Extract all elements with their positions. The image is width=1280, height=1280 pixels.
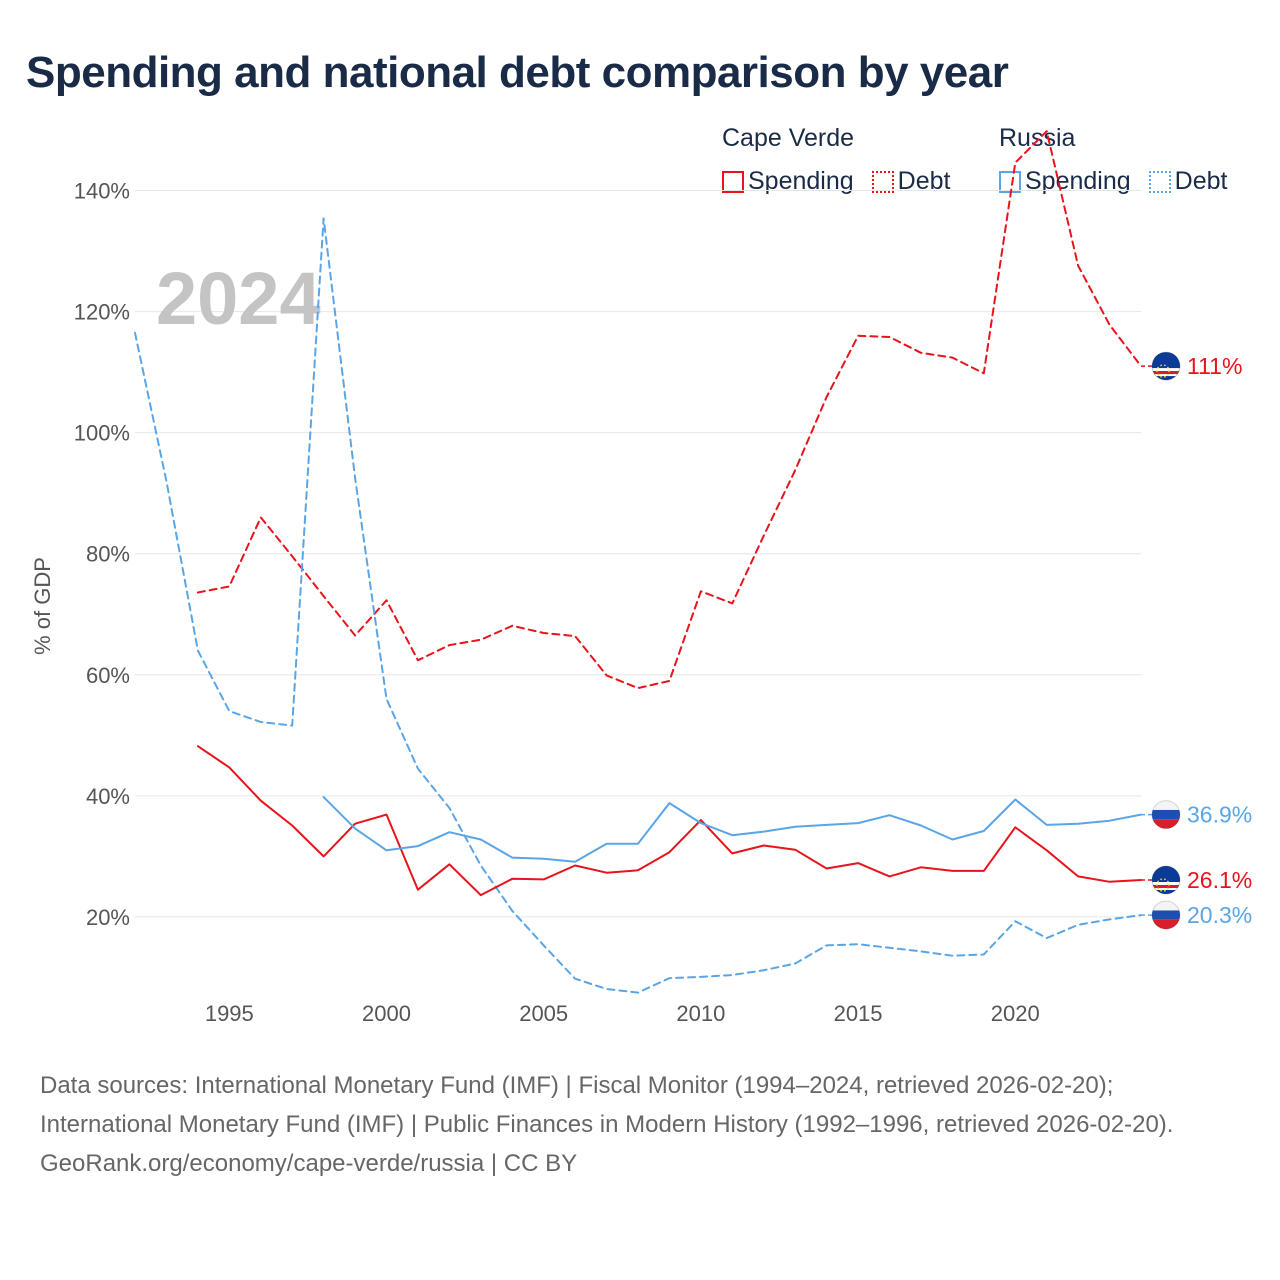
dotted-swatch-icon bbox=[871, 170, 894, 193]
legend-group-name: Russia bbox=[999, 124, 1076, 152]
x-tick-label: 2000 bbox=[362, 1001, 411, 1026]
legend-group-name: Cape Verde bbox=[722, 124, 855, 152]
end-value-label-cape-verde-spending: 26.1% bbox=[1187, 867, 1252, 893]
end-value-label-cape-verde-debt: 111% bbox=[1187, 353, 1242, 379]
footer: Data sources: International Monetary Fun… bbox=[40, 1066, 1240, 1183]
x-tick-label: 2005 bbox=[519, 1001, 568, 1026]
series-line-russia-debt bbox=[134, 217, 1142, 994]
y-tick-label: 40% bbox=[86, 784, 130, 809]
y-tick-label: 100% bbox=[74, 421, 130, 446]
series bbox=[134, 130, 1142, 994]
series-line-cape-verde-debt bbox=[196, 130, 1142, 690]
x-tick-label: 2020 bbox=[991, 1001, 1040, 1026]
dotted-swatch-icon bbox=[1148, 170, 1171, 193]
russia-flag-icon bbox=[1151, 900, 1181, 930]
end-markers: 111% 36.9% 26.1% 20.3% bbox=[1141, 351, 1252, 930]
line-chart: 20% 40% 60% 80% 100% 120% 140% 1995 2000 2005 2010… bbox=[30, 130, 1252, 1026]
end-value-label-russia-spending: 36.9% bbox=[1187, 802, 1252, 828]
cape-verde-flag-icon bbox=[1151, 351, 1181, 381]
y-tick-label: 60% bbox=[86, 663, 130, 688]
legend-item-russia-debt[interactable]: Debt bbox=[1148, 167, 1228, 196]
x-tick-label: 2010 bbox=[676, 1001, 725, 1026]
legend-group-russia: Russia Spending Debt bbox=[999, 124, 1227, 196]
page-title: Spending and national debt comparison by… bbox=[26, 48, 1009, 97]
legend-item-label: Debt bbox=[1174, 167, 1228, 195]
y-tick-label: 140% bbox=[74, 179, 130, 204]
series-line-russia-spending bbox=[322, 796, 1142, 863]
axis-ticks: 20% 40% 60% 80% 100% 120% 140% 1995 2000 2005 2010… bbox=[74, 179, 1040, 1026]
y-tick-label: 20% bbox=[86, 905, 130, 930]
x-tick-label: 2015 bbox=[834, 1001, 883, 1026]
data-sources: Data sources: International Monetary Fun… bbox=[40, 1072, 1174, 1138]
series-line-cape-verde-spending bbox=[196, 745, 1142, 897]
year-label: 2024 bbox=[156, 257, 321, 340]
legend-group-cape-verde: Cape Verde Spending Debt bbox=[722, 124, 950, 196]
end-value-label-russia-debt: 20.3% bbox=[1187, 902, 1252, 928]
y-tick-label: 80% bbox=[86, 542, 130, 567]
x-tick-label: 1995 bbox=[205, 1001, 254, 1026]
russia-flag-icon bbox=[1151, 800, 1181, 830]
cape-verde-flag-icon bbox=[1151, 865, 1181, 895]
credit-link[interactable]: GeoRank.org/economy/cape-verde/russia | … bbox=[40, 1150, 578, 1177]
y-axis-title: % of GDP bbox=[30, 557, 55, 655]
y-tick-label: 120% bbox=[74, 300, 130, 325]
legend-item-cape-verde-debt[interactable]: Debt bbox=[871, 167, 950, 196]
grid bbox=[135, 190, 1141, 918]
solid-swatch-icon bbox=[722, 170, 744, 193]
